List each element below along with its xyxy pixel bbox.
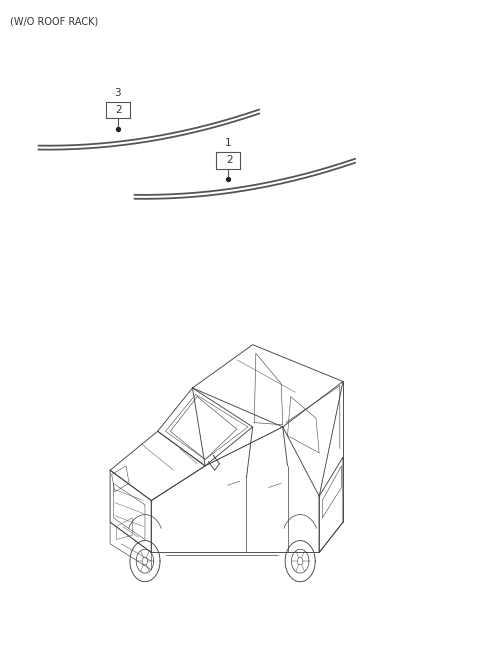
Text: 3: 3 [114,88,121,98]
Text: 2: 2 [226,155,232,165]
Text: 1: 1 [225,138,231,148]
Text: (W/O ROOF RACK): (W/O ROOF RACK) [10,16,98,26]
Text: 2: 2 [116,105,122,115]
